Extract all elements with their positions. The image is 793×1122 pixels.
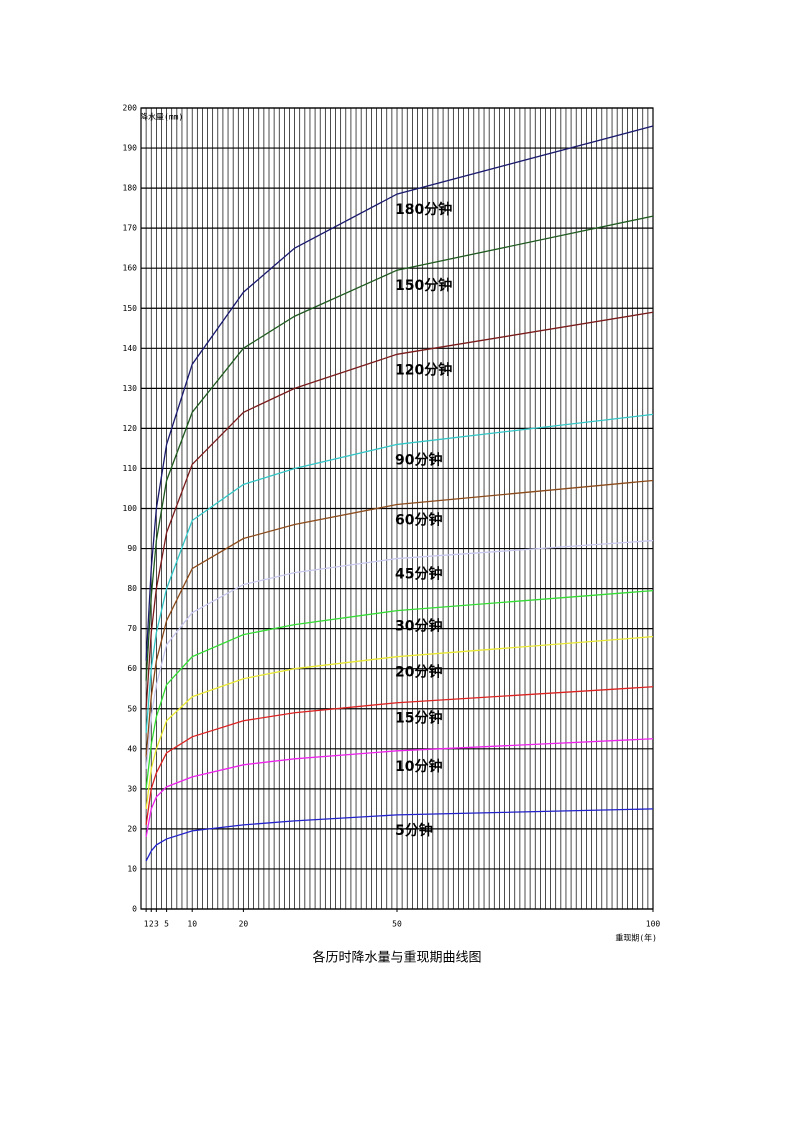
- y-tick-label: 20: [127, 824, 137, 833]
- y-tick-label: 120: [123, 424, 138, 433]
- y-tick-label: 0: [132, 905, 137, 914]
- y-tick-label: 70: [127, 624, 137, 633]
- x-axis-label: 重现期(年): [615, 933, 657, 943]
- series-label: 90分钟: [395, 451, 442, 468]
- y-tick-label: 50: [127, 704, 137, 713]
- x-tick-label: 3: [154, 920, 159, 929]
- series-line: [145, 311, 654, 709]
- series-line: [145, 215, 654, 681]
- y-tick-label: 140: [123, 344, 138, 353]
- series-label: 60分钟: [395, 511, 442, 528]
- y-tick-label: 80: [127, 584, 137, 593]
- series-line: [145, 808, 654, 862]
- y-tick-label: 190: [123, 144, 138, 153]
- y-tick-label: 10: [127, 864, 137, 873]
- series-line: [145, 738, 654, 838]
- x-tick-label: 5: [164, 920, 169, 929]
- y-tick-label: 200: [123, 104, 138, 113]
- series-line: [145, 479, 654, 757]
- caption: 各历时降水量与重现期曲线图: [312, 950, 481, 966]
- y-tick-label: 100: [123, 504, 138, 513]
- series-line: [145, 686, 654, 825]
- x-tick-label: 10: [187, 920, 197, 929]
- y-tick-label: 110: [123, 464, 138, 473]
- series-label: 10分钟: [395, 758, 442, 775]
- series-label: 20分钟: [395, 664, 442, 681]
- series-label: 120分钟: [395, 361, 452, 378]
- series-label: 15分钟: [395, 710, 442, 727]
- y-tick-label: 160: [123, 264, 138, 273]
- y-tick-label: 170: [123, 224, 138, 233]
- series-line: [145, 539, 654, 769]
- y-tick-label: 90: [127, 544, 137, 553]
- series-line: [145, 125, 654, 661]
- x-tick-label: 2: [149, 920, 154, 929]
- series-line: [145, 589, 654, 789]
- y-tick-label: 180: [123, 184, 138, 193]
- series-label: 150分钟: [395, 277, 452, 294]
- x-tick-label: 20: [239, 920, 249, 929]
- y-tick-label: 130: [123, 384, 138, 393]
- series-label: 5分钟: [395, 822, 433, 839]
- series-line: [145, 413, 654, 733]
- x-tick-label: 50: [392, 920, 402, 929]
- y-tick-label: 60: [127, 664, 137, 673]
- x-tick-label: 100: [646, 920, 661, 929]
- series-label: 180分钟: [395, 201, 452, 218]
- y-tick-label: 30: [127, 784, 137, 793]
- y-tick-label: 150: [123, 304, 138, 313]
- x-tick-label: 1: [144, 920, 149, 929]
- plot-frame: [140, 107, 654, 910]
- series-label: 45分钟: [395, 566, 442, 583]
- series-label: 30分钟: [395, 618, 442, 635]
- y-tick-label: 40: [127, 744, 137, 753]
- series-line: [145, 636, 654, 809]
